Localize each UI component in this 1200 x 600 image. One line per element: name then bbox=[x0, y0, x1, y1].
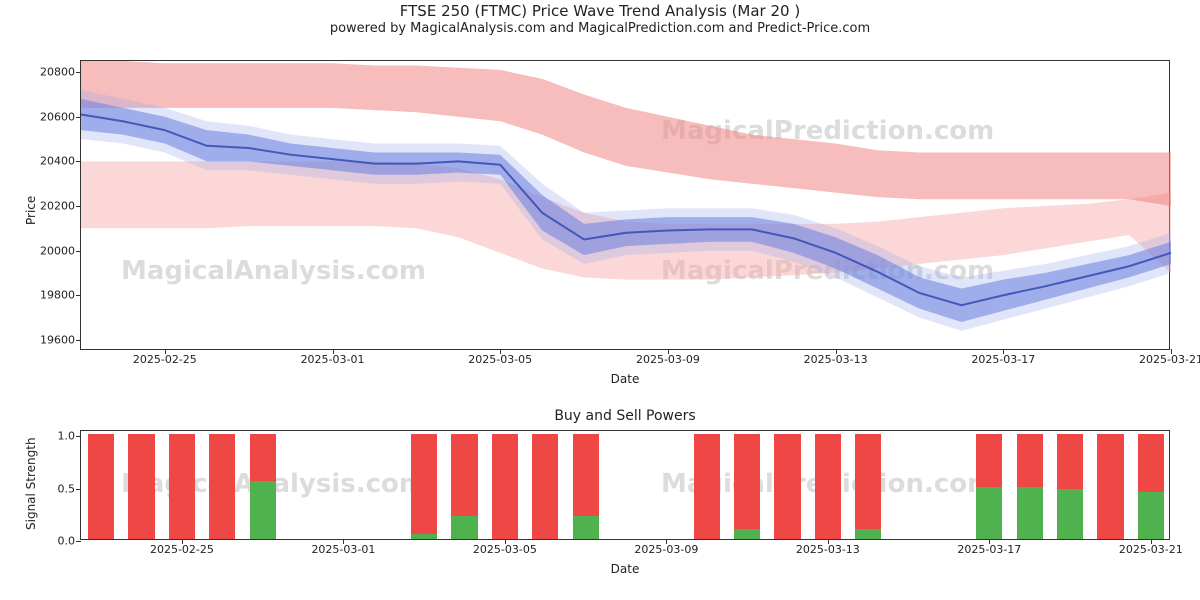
buy-bar bbox=[411, 534, 437, 539]
xtick-label: 2025-03-01 bbox=[311, 539, 375, 556]
sell-bar bbox=[532, 434, 558, 539]
xtick-label: 2025-03-21 bbox=[1139, 349, 1200, 366]
xtick-label: 2025-03-09 bbox=[636, 349, 700, 366]
buy-bar bbox=[250, 481, 276, 539]
ytick-label: 0.5 bbox=[58, 482, 82, 495]
buy-bar bbox=[855, 529, 881, 539]
signal-chart-ylabel: Signal Strength bbox=[24, 437, 38, 530]
ytick-label: 20400 bbox=[40, 155, 81, 168]
xtick-label: 2025-02-25 bbox=[133, 349, 197, 366]
xtick-label: 2025-03-05 bbox=[473, 539, 537, 556]
sell-bar bbox=[88, 434, 114, 539]
ytick-label: 20000 bbox=[40, 244, 81, 257]
xtick-label: 2025-03-17 bbox=[957, 539, 1021, 556]
sell-bar bbox=[128, 434, 154, 539]
signal-chart: MagicalAnalysis.com MagicalPrediction.co… bbox=[80, 430, 1170, 540]
ytick-label: 19800 bbox=[40, 289, 81, 302]
ytick-label: 20200 bbox=[40, 200, 81, 213]
xtick-label: 2025-03-09 bbox=[634, 539, 698, 556]
ytick-label: 0.0 bbox=[58, 535, 82, 548]
figure-title-block: FTSE 250 (FTMC) Price Wave Trend Analysi… bbox=[0, 2, 1200, 37]
ytick-label: 19600 bbox=[40, 333, 81, 346]
sell-bar bbox=[815, 434, 841, 539]
figure-subtitle: powered by MagicalAnalysis.com and Magic… bbox=[0, 21, 1200, 37]
buy-bar bbox=[734, 529, 760, 539]
buy-bar bbox=[1138, 492, 1164, 539]
sell-bar bbox=[734, 434, 760, 539]
figure: FTSE 250 (FTMC) Price Wave Trend Analysi… bbox=[0, 0, 1200, 600]
xtick-label: 2025-03-13 bbox=[796, 539, 860, 556]
sell-bar bbox=[855, 434, 881, 539]
signal-chart-title: Buy and Sell Powers bbox=[80, 408, 1170, 424]
buy-bar bbox=[451, 516, 477, 539]
sell-bar bbox=[1097, 434, 1123, 539]
sell-bar bbox=[411, 434, 437, 539]
signal-chart-xlabel: Date bbox=[80, 562, 1170, 576]
price-chart-ylabel: Price bbox=[24, 196, 38, 225]
price-chart: MagicalAnalysis.com MagicalPrediction.co… bbox=[80, 60, 1170, 350]
buy-bar bbox=[1017, 487, 1043, 539]
sell-bar bbox=[209, 434, 235, 539]
sell-bar bbox=[694, 434, 720, 539]
sell-bar bbox=[169, 434, 195, 539]
sell-bar bbox=[492, 434, 518, 539]
price-chart-xlabel: Date bbox=[80, 372, 1170, 386]
xtick-label: 2025-03-13 bbox=[804, 349, 868, 366]
sell-bar bbox=[774, 434, 800, 539]
figure-title: FTSE 250 (FTMC) Price Wave Trend Analysi… bbox=[0, 2, 1200, 21]
ytick-label: 20800 bbox=[40, 66, 81, 79]
buy-bar bbox=[1057, 489, 1083, 539]
ytick-label: 1.0 bbox=[58, 430, 82, 443]
buy-bar bbox=[573, 516, 599, 539]
xtick-label: 2025-02-25 bbox=[150, 539, 214, 556]
buy-bar bbox=[976, 487, 1002, 539]
xtick-label: 2025-03-01 bbox=[301, 349, 365, 366]
xtick-label: 2025-03-21 bbox=[1119, 539, 1183, 556]
ytick-label: 20600 bbox=[40, 110, 81, 123]
xtick-label: 2025-03-05 bbox=[468, 349, 532, 366]
price-chart-svg bbox=[81, 61, 1171, 351]
xtick-label: 2025-03-17 bbox=[971, 349, 1035, 366]
